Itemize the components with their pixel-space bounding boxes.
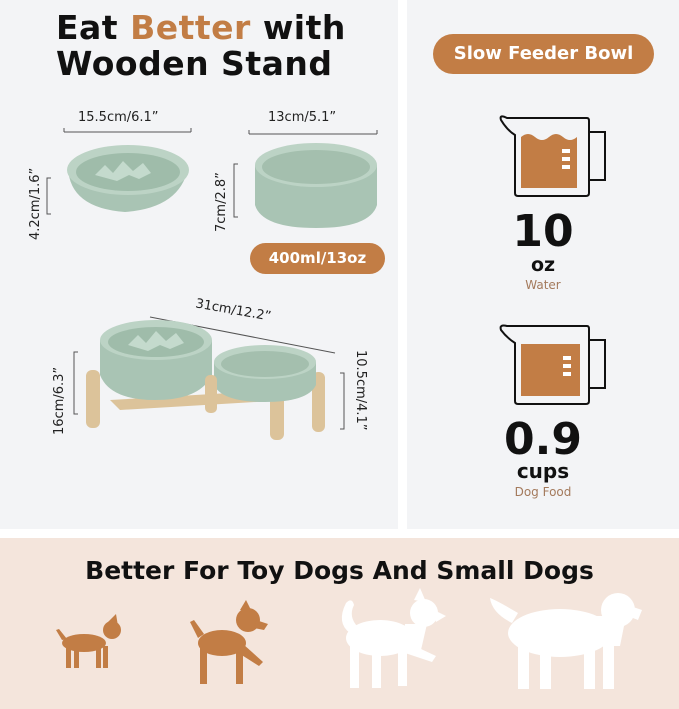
food-cup-icon <box>499 324 606 405</box>
dimensions-panel: Eat Better with Wooden Stand 15.5cm/6.1”… <box>0 0 398 529</box>
headline-text: Eat <box>56 8 131 47</box>
product-illustration <box>46 128 378 440</box>
medium-dog-icon <box>341 588 446 688</box>
small-dog-icon <box>190 600 268 684</box>
dog-size-panel: Better For Toy Dogs And Small Dogs <box>0 538 679 709</box>
capacity-badge: 400ml/13oz <box>250 243 385 274</box>
headline-accent: Better <box>130 8 251 47</box>
headline: Eat Better with Wooden Stand <box>56 10 346 82</box>
water-value: 10 <box>512 206 574 257</box>
water-cup-icon <box>499 115 606 197</box>
water-bowl <box>255 143 377 228</box>
capacity-panel: Slow Feeder Bowl 10 oz Water 0.9 cups Do… <box>407 0 679 529</box>
water-bowl-width: 13cm/5.1” <box>268 110 337 125</box>
headline-line2: Wooden Stand <box>56 44 333 83</box>
food-label: Dog Food <box>514 485 572 499</box>
measuring-cups <box>499 115 606 405</box>
food-value: 0.9 <box>504 414 582 465</box>
dog-size-title: Better For Toy Dogs And Small Dogs <box>85 556 594 585</box>
water-unit: oz <box>530 254 556 276</box>
large-dog-icon <box>490 593 642 689</box>
dogs <box>56 588 642 689</box>
slow-feeder-bowl <box>67 145 189 212</box>
slow-bowl-width: 15.5cm/6.1” <box>78 110 159 125</box>
food-unit: cups <box>516 459 570 483</box>
bowls-on-stand <box>86 320 325 440</box>
water-label: Water <box>525 278 561 292</box>
headline-text-2: with <box>250 8 346 47</box>
slow-feeder-badge: Slow Feeder Bowl <box>433 34 654 74</box>
toy-dog-icon <box>56 614 121 668</box>
